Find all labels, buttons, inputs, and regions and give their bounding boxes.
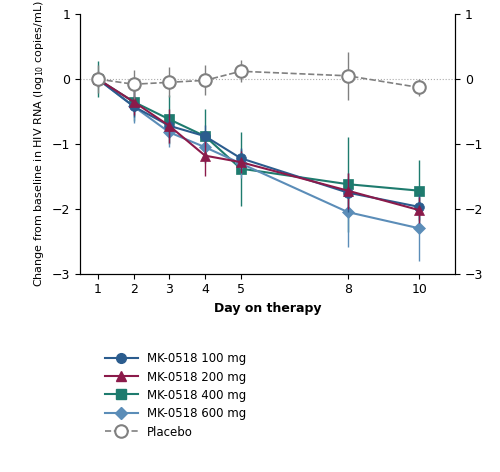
X-axis label: Day on therapy: Day on therapy — [214, 302, 321, 315]
Legend: MK-0518 100 mg, MK-0518 200 mg, MK-0518 400 mg, MK-0518 600 mg, Placebo: MK-0518 100 mg, MK-0518 200 mg, MK-0518 … — [104, 353, 247, 438]
Y-axis label: Change from baseline in HIV RNA (log$_{10}$ copies/mL): Change from baseline in HIV RNA (log$_{1… — [32, 0, 46, 287]
